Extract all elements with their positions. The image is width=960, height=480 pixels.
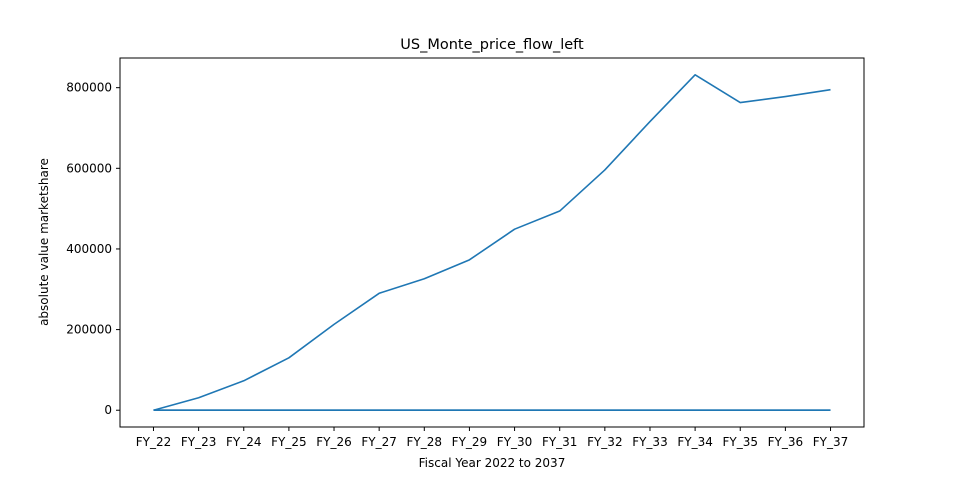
x-tick-label: FY_33 — [632, 435, 668, 449]
x-tick-label: FY_34 — [677, 435, 713, 449]
x-tick-label: FY_22 — [136, 435, 172, 449]
plot-area: FY_22 FY_23 FY_24 FY_25 FY_26 FY_27 FY_28 FY_29… — [66, 73, 849, 449]
x-tick-label: FY_30 — [497, 435, 533, 449]
plot-frame — [119, 57, 865, 428]
chart-title: US_Monte_price_flow_left — [400, 37, 584, 53]
x-tick-label: FY_28 — [407, 435, 443, 449]
x-tick-label: FY_31 — [542, 435, 578, 449]
x-tick-label: FY_27 — [361, 435, 397, 449]
x-tick-label: FY_24 — [226, 435, 262, 449]
y-tick-label: 600000 — [66, 161, 112, 175]
y-tick-label: 400000 — [66, 242, 112, 256]
x-tick-label: FY_32 — [587, 435, 623, 449]
y-tick-label: 0 — [104, 403, 112, 417]
y-tick-label: 800000 — [66, 81, 112, 95]
x-tick-label: FY_23 — [181, 435, 217, 449]
x-tick-label: FY_37 — [813, 435, 849, 449]
y-axis-label: absolute value marketshare — [37, 158, 51, 326]
series-line-1 — [153, 73, 831, 412]
x-tick-label: FY_25 — [271, 435, 307, 449]
x-tick-label: FY_29 — [452, 435, 488, 449]
x-tick-label: FY_26 — [316, 435, 352, 449]
x-axis-label: Fiscal Year 2022 to 2037 — [419, 456, 566, 470]
y-tick-label: 200000 — [66, 323, 112, 337]
x-tick-label: FY_36 — [768, 435, 804, 449]
x-tick-label: FY_35 — [722, 435, 758, 449]
